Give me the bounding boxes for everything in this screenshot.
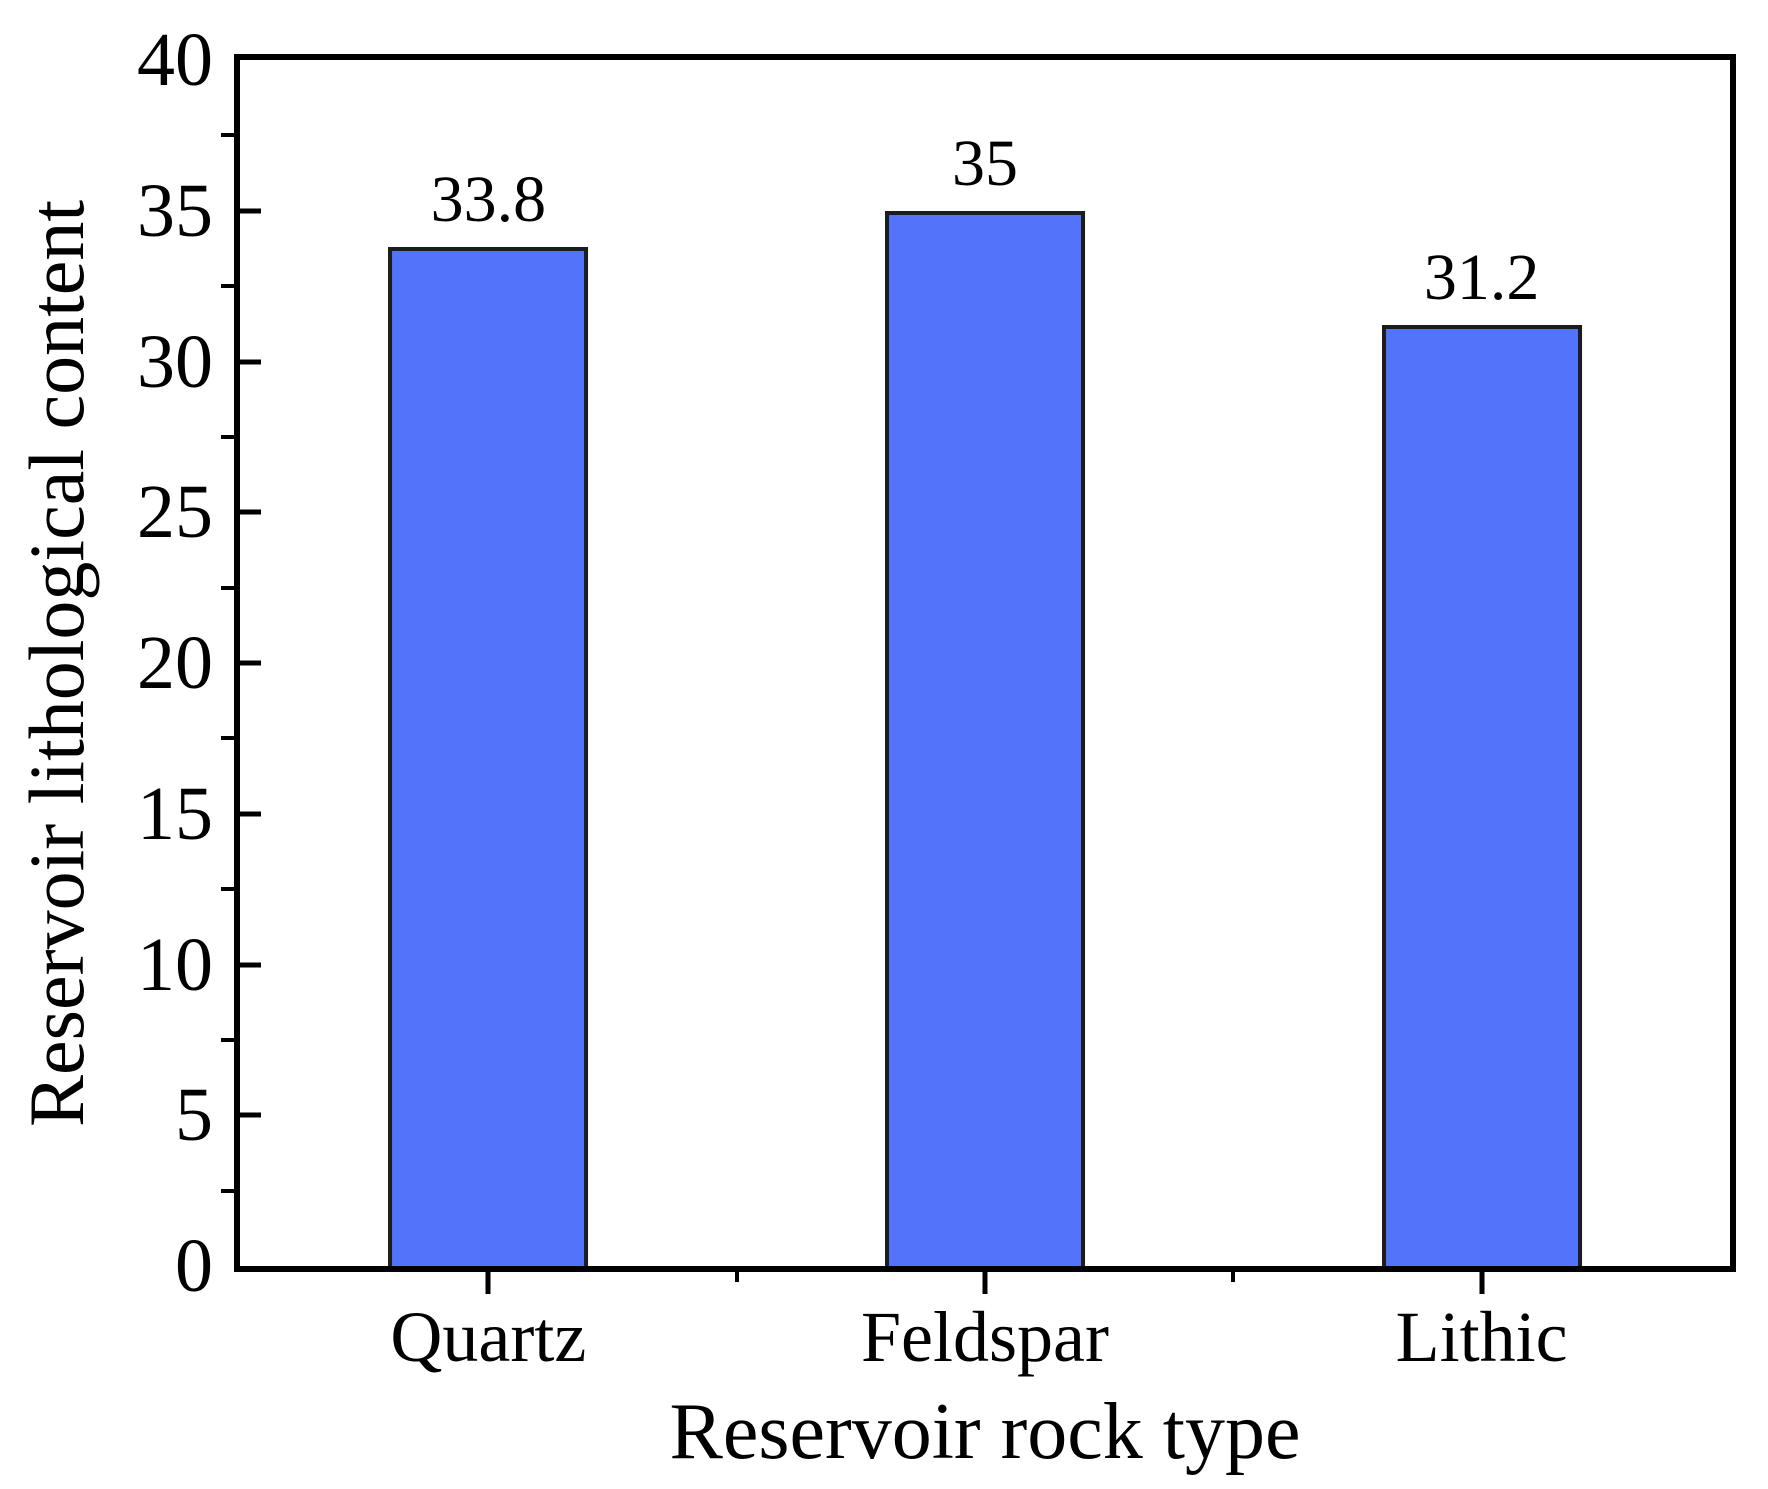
x-axis-title: Reservoir rock type bbox=[669, 1388, 1301, 1476]
x-major-tick bbox=[485, 1272, 491, 1294]
y-tick-label: 40 bbox=[137, 18, 213, 102]
y-tick-label: 0 bbox=[175, 1224, 213, 1308]
x-category-label: Lithic bbox=[1395, 1297, 1568, 1377]
bar-value-label: 31.2 bbox=[1423, 241, 1540, 315]
x-category-label: Feldspar bbox=[861, 1297, 1109, 1377]
y-minor-tick bbox=[221, 434, 234, 439]
y-major-tick bbox=[240, 359, 261, 364]
y-minor-tick bbox=[221, 736, 234, 741]
y-tick-label: 30 bbox=[137, 319, 213, 404]
y-minor-tick bbox=[221, 585, 234, 590]
y-tick-label: 35 bbox=[137, 168, 213, 253]
y-minor-tick bbox=[221, 887, 234, 892]
x-major-tick bbox=[982, 1272, 988, 1294]
y-major-tick bbox=[240, 660, 261, 666]
y-major-tick bbox=[240, 1112, 261, 1118]
y-minor-tick bbox=[221, 1188, 234, 1193]
y-major-tick bbox=[240, 962, 261, 967]
x-minor-tick bbox=[1231, 1272, 1236, 1282]
y-tick-label: 25 bbox=[137, 470, 213, 555]
y-axis-title: Reservoir lithological content bbox=[13, 199, 100, 1127]
bar-value-label: 33.8 bbox=[430, 162, 547, 236]
y-minor-tick bbox=[221, 284, 234, 289]
y-minor-tick bbox=[221, 133, 234, 138]
x-minor-tick bbox=[734, 1272, 739, 1282]
y-tick-label: 15 bbox=[137, 771, 213, 856]
x-category-label: Quartz bbox=[390, 1297, 587, 1377]
y-tick-label: 10 bbox=[137, 922, 213, 1007]
plot-area: 33.8 35 31.2 0 5 10 15 20 25 30 35 40 Quartz Feldsp… bbox=[137, 22, 1736, 1377]
y-tick-label: 20 bbox=[137, 621, 213, 705]
y-major-tick bbox=[240, 208, 261, 214]
y-tick-label: 5 bbox=[175, 1073, 213, 1158]
bar-value-label: 35 bbox=[952, 126, 1018, 200]
bar-feldspar bbox=[885, 210, 1085, 1266]
y-major-tick bbox=[240, 509, 261, 515]
y-minor-tick bbox=[221, 1037, 234, 1042]
bar-lithic bbox=[1381, 325, 1582, 1266]
y-major-tick bbox=[240, 811, 261, 817]
bar-quartz bbox=[388, 246, 589, 1266]
x-major-tick bbox=[1479, 1272, 1485, 1294]
